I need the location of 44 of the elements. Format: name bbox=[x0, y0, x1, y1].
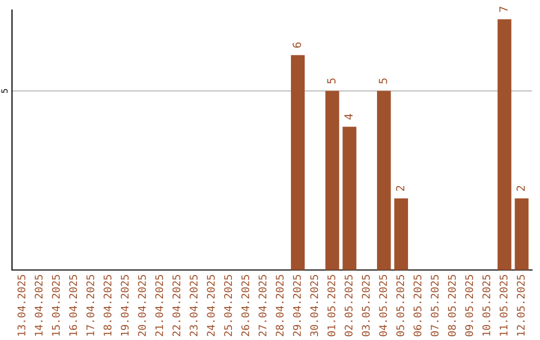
x-tick-label: 06.05.2025 bbox=[414, 275, 422, 336]
bar bbox=[325, 90, 340, 270]
data-label: 7 bbox=[499, 6, 508, 12]
x-tick-label: 23.04.2025 bbox=[190, 275, 198, 336]
x-tick-label: 27.04.2025 bbox=[258, 275, 266, 336]
x-tick-label: 14.04.2025 bbox=[34, 275, 43, 336]
data-label: 2 bbox=[516, 186, 525, 191]
x-tick-label: 30.04.2025 bbox=[310, 275, 318, 336]
x-tick-label: 18.04.2025 bbox=[104, 275, 112, 336]
x-tick-label: 16.04.2025 bbox=[69, 275, 78, 336]
data-label: 2 bbox=[396, 186, 404, 191]
x-tick-label: 15.04.2025 bbox=[52, 275, 60, 336]
data-label: 4 bbox=[344, 114, 353, 120]
x-tick-label: 25.04.2025 bbox=[224, 275, 232, 336]
x-tick-label: 24.04.2025 bbox=[206, 275, 215, 336]
x-tick-label: 13.04.2025 bbox=[18, 275, 26, 336]
data-label: 5 bbox=[378, 78, 388, 84]
x-tick-label: 11.05.2025 bbox=[500, 275, 508, 336]
x-tick-label: 28.04.2025 bbox=[276, 275, 284, 336]
x-tick-label: 05.05.2025 bbox=[396, 275, 404, 336]
x-tick-label: 12.05.2025 bbox=[516, 275, 525, 336]
x-tick-label: 26.04.2025 bbox=[241, 275, 250, 336]
x-tick-label: 20.04.2025 bbox=[138, 275, 146, 336]
bar bbox=[377, 90, 391, 270]
bar bbox=[290, 55, 305, 270]
x-tick-label: 22.04.2025 bbox=[172, 275, 180, 336]
x-tick-label: 10.05.2025 bbox=[482, 275, 490, 336]
bar bbox=[394, 198, 408, 270]
data-label: 5 bbox=[327, 78, 336, 84]
data-label: 6 bbox=[292, 42, 302, 48]
x-tick-label: 17.04.2025 bbox=[86, 275, 94, 336]
x-tick-label: 29.04.2025 bbox=[293, 275, 301, 336]
bar bbox=[514, 198, 529, 270]
x-tick-label: 08.05.2025 bbox=[448, 275, 456, 336]
x-tick-label: 21.04.2025 bbox=[155, 275, 164, 336]
x-tick-label: 07.05.2025 bbox=[430, 275, 439, 336]
x-tick-label: 01.05.2025 bbox=[327, 275, 336, 336]
x-tick-label: 03.05.2025 bbox=[362, 275, 370, 336]
bar bbox=[342, 126, 356, 270]
bar bbox=[498, 19, 512, 270]
x-tick-label: 19.04.2025 bbox=[120, 275, 129, 336]
x-tick-label: 09.05.2025 bbox=[465, 275, 474, 336]
x-tick-label: 02.05.2025 bbox=[344, 275, 353, 336]
x-tick-label: 04.05.2025 bbox=[379, 275, 387, 336]
